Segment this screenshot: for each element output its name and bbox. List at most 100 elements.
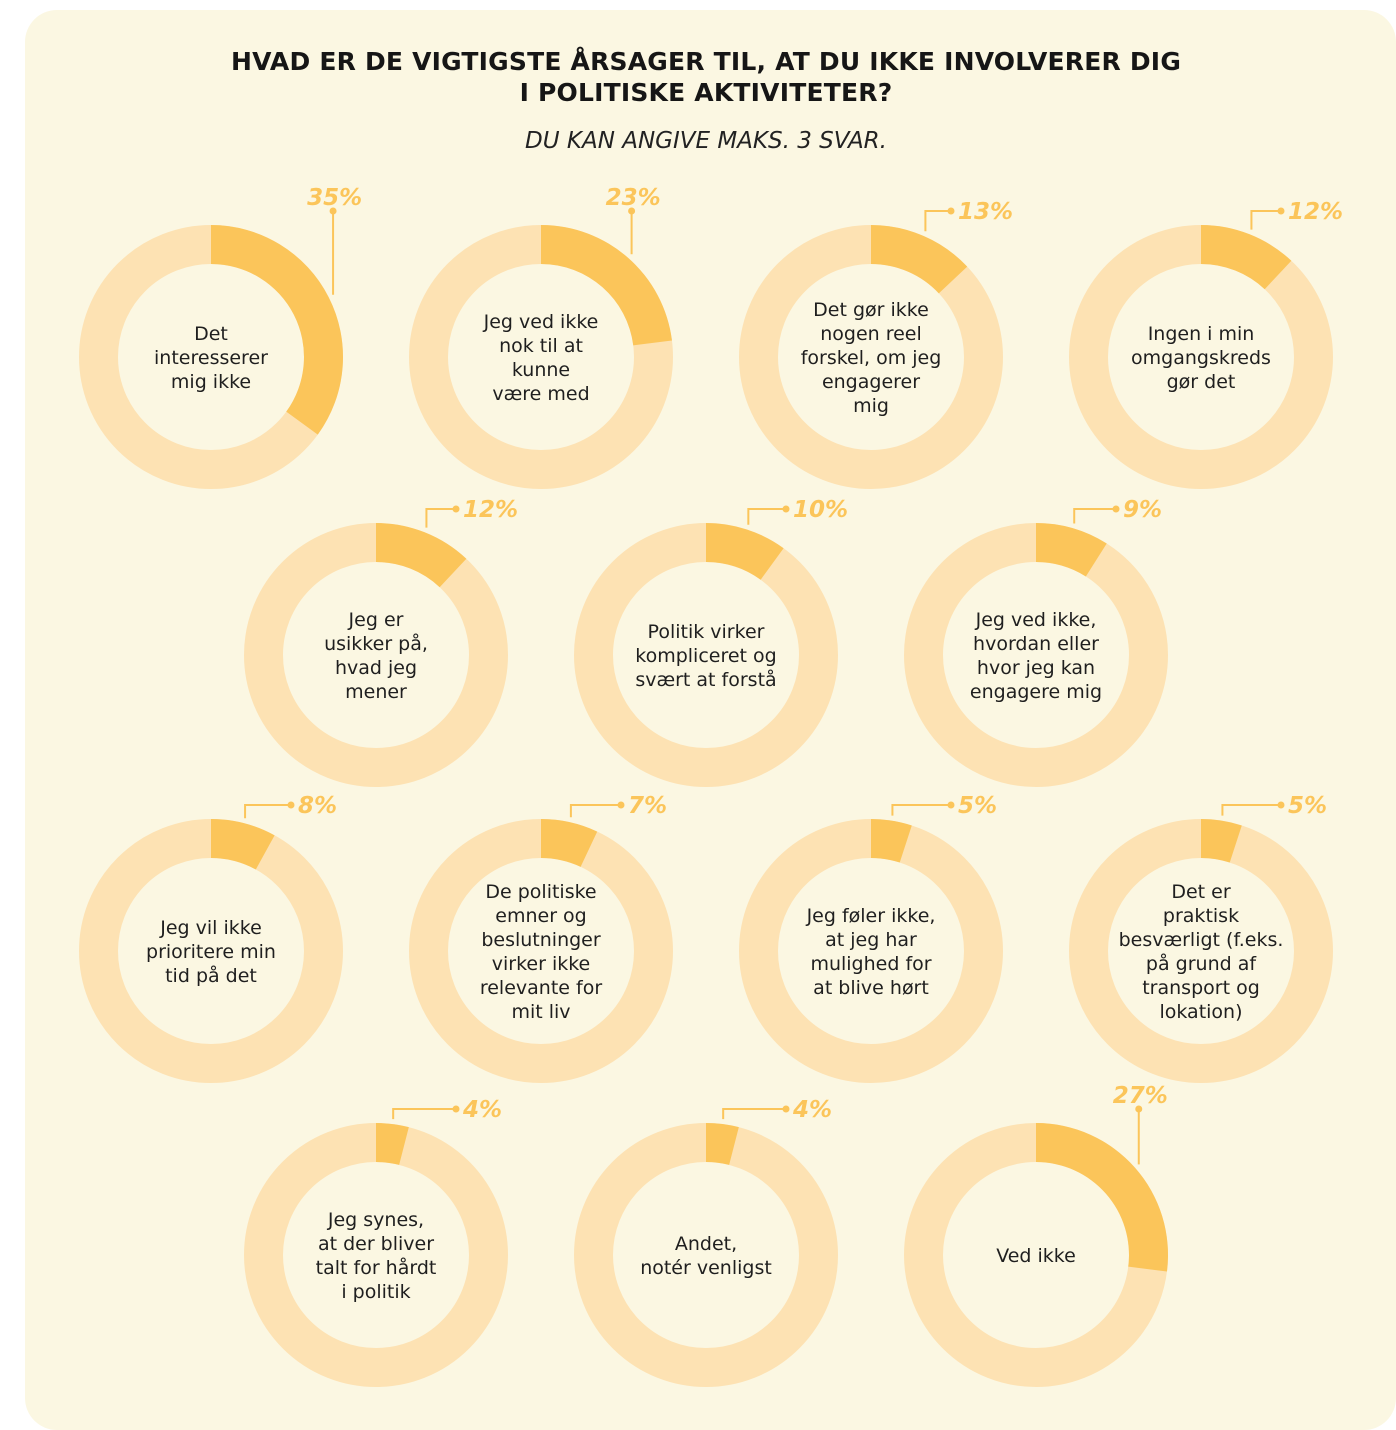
percent-label: 13% — [958, 199, 1013, 225]
category-label-line: Jeg synes, — [327, 1209, 424, 1231]
donut-segment — [871, 819, 912, 863]
donut-13: 4% Andet, notér venligst — [574, 1097, 838, 1387]
category-label-line: praktisk — [1163, 905, 1239, 927]
leader-line — [425, 508, 456, 528]
donut-ring — [1069, 819, 1333, 1083]
chart-title-line-1: HVAD ER DE VIGTIGSTE ÅRSAGER TIL, AT DU … — [230, 47, 1182, 76]
percent-label: 9% — [1123, 497, 1162, 523]
category-label-line: lokation) — [1159, 1001, 1242, 1023]
percent-label: 5% — [958, 793, 997, 819]
category-label-line: Ved ikke — [996, 1245, 1076, 1267]
category-label-line: hvad jeg — [335, 657, 417, 679]
category-label-line: i politik — [341, 1281, 410, 1303]
category-label-line: Ingen i min — [1148, 323, 1255, 345]
percent-label: 7% — [628, 793, 667, 819]
donut-6: 10% Politik virker kompliceret og svært at … — [574, 497, 848, 787]
donut-1: 35% Det interesserer mig ikke — [79, 185, 362, 489]
category-label-line: svært at forstå — [635, 668, 776, 691]
category-label: Det interesserer mig ikke — [154, 323, 268, 393]
category-label-line: gør det — [1167, 371, 1236, 393]
category-label-line: omgangskreds — [1131, 347, 1271, 369]
leader-line — [569, 804, 621, 818]
category-label-line: mulighed for — [810, 953, 931, 975]
donut-10: 5% Jeg føler ikke, at jeg har mulighed for a… — [739, 793, 1003, 1083]
donut-ring — [244, 523, 508, 787]
category-label-line: transport og — [1142, 977, 1260, 999]
category-label-line: Det — [194, 323, 228, 345]
category-label-line: relevante for — [480, 977, 602, 999]
category-label: Politik virker kompliceret og svært at for… — [635, 621, 776, 691]
category-label-line: Jeg er — [348, 609, 404, 631]
category-label: Andet, notér venligst — [640, 1233, 772, 1279]
category-label-line: at der bliver — [318, 1233, 434, 1255]
donut-5: 12% Jeg er usikker på, hvad jeg mener — [244, 497, 518, 787]
category-label-line: Det er — [1171, 881, 1230, 903]
donut-ring — [409, 819, 673, 1083]
leader-line — [747, 508, 786, 525]
category-label: Jeg ved ikke nok til at kunne være med — [483, 311, 599, 405]
donut-segment — [211, 819, 275, 870]
leader-line — [891, 804, 951, 816]
category-label: Ingen i min omgangskreds gør det — [1131, 323, 1271, 393]
category-label-line: engagerer — [822, 371, 920, 393]
leader-line — [244, 804, 291, 819]
category-label: Jeg føler ikke, at jeg har mulighed for at … — [806, 905, 936, 999]
leader-line — [1250, 210, 1281, 230]
donut-ring — [904, 523, 1168, 787]
category-label: Det gør ikke nogen reel forskel, om jeg eng… — [801, 299, 942, 417]
donut-segment — [541, 225, 672, 346]
category-label-line: virker ikke — [492, 953, 591, 975]
category-label: Jeg vil ikke prioritere min tid på det — [146, 917, 276, 987]
donut-segment — [871, 225, 968, 294]
category-label: De politiske emner og beslutninger virker i… — [480, 881, 602, 1023]
leader-line — [1073, 508, 1116, 524]
category-label-line: tid på det — [165, 964, 257, 987]
category-label-line: at jeg har — [825, 929, 917, 951]
category-label-line: Jeg vil ikke — [159, 917, 262, 939]
donut-ring — [574, 1123, 838, 1387]
donut-2: 23% Jeg ved ikke nok til at kunne være med — [409, 185, 673, 489]
percent-label: 12% — [463, 497, 518, 523]
donut-segment — [376, 523, 467, 588]
category-label-line: mit liv — [511, 1001, 570, 1023]
category-label-line: være med — [492, 383, 589, 405]
leader-line — [392, 1108, 456, 1120]
category-label-line: notér venligst — [640, 1257, 772, 1279]
donut-segment — [211, 225, 343, 435]
category-label-line: mener — [345, 681, 407, 703]
donut-3: 13% Det gør ikke nogen reel forskel, om jeg… — [739, 199, 1013, 489]
percent-label: 4% — [792, 1097, 832, 1123]
donut-segment — [1036, 523, 1107, 577]
donut-11: 5% Det er praktisk besværligt (f.eks. på gru… — [1069, 793, 1333, 1083]
category-label: Det er praktisk besværligt (f.eks. på grund… — [1119, 881, 1284, 1023]
category-label: Jeg synes, at der bliver talt for hårdt i p… — [316, 1209, 437, 1303]
donut-7: 9% Jeg ved ikke, hvordan eller hvor jeg kan… — [904, 497, 1168, 787]
category-label: Jeg er usikker på, hvad jeg mener — [324, 609, 428, 703]
donut-9: 7% De politiske emner og beslutninger virker… — [409, 793, 673, 1083]
category-label-line: kompliceret og — [635, 645, 776, 667]
donut-8: 8% Jeg vil ikke prioritere min tid på det — [79, 793, 343, 1083]
percent-label: 35% — [307, 185, 362, 211]
chart-title: HVAD ER DE VIGTIGSTE ÅRSAGER TIL, AT DU … — [0, 46, 1396, 108]
donut-segment — [1201, 225, 1292, 290]
donut-segment — [1036, 1123, 1168, 1272]
percent-label: 8% — [298, 793, 337, 819]
category-label-line: hvor jeg kan — [977, 657, 1095, 679]
donut-12: 4% Jeg synes, at der bliver talt for hårdt i… — [244, 1097, 508, 1387]
category-label-line: talt for hårdt — [316, 1256, 437, 1279]
category-label-line: engagere mig — [970, 681, 1102, 703]
chart-title-line-2: I POLITISKE AKTIVITETER? — [519, 78, 893, 107]
leader-line — [722, 1108, 786, 1120]
category-label-line: kunne — [512, 359, 570, 381]
donut-ring — [739, 819, 1003, 1083]
category-label-line: mig ikke — [171, 371, 251, 393]
percent-label: 12% — [1288, 199, 1343, 225]
category-label-line: emner og — [495, 905, 586, 927]
category-label-line: Andet, — [675, 1233, 737, 1255]
category-label-line: nok til at — [499, 335, 583, 357]
leader-line — [924, 210, 951, 232]
percent-label: 10% — [793, 497, 848, 523]
category-label-line: på grund af — [1146, 952, 1257, 975]
category-label-line: nogen reel — [820, 323, 922, 345]
